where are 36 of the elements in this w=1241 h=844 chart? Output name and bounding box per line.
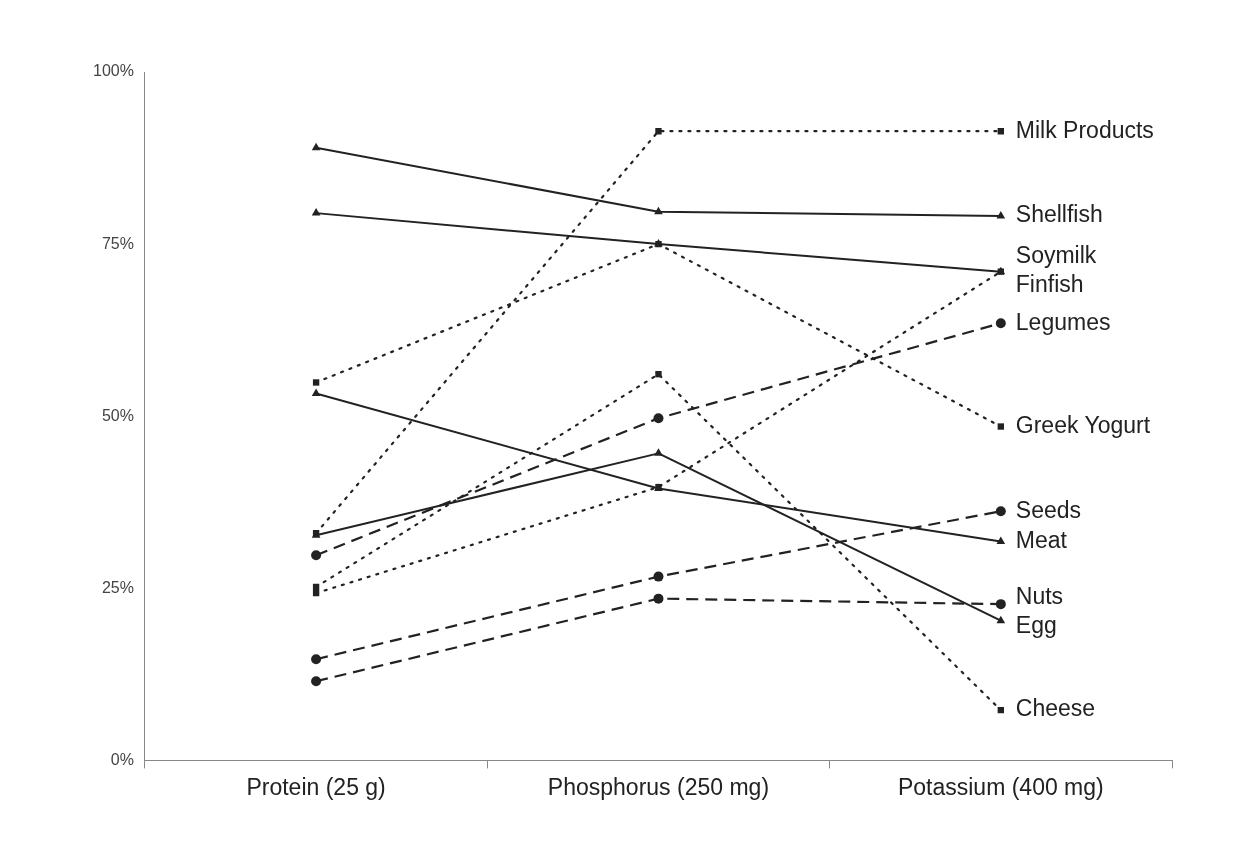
point [311, 550, 322, 561]
x-tick-label: Phosphorus (250 mg) [547, 773, 770, 800]
series-label: Soymilk [1015, 242, 1097, 269]
point [311, 208, 321, 216]
series-label: Cheese [1015, 695, 1096, 722]
point [312, 379, 320, 386]
series-label: Milk Products [1015, 116, 1154, 143]
point [654, 206, 663, 215]
point [311, 142, 321, 151]
y-tick-label: 0% [110, 750, 134, 768]
series-label: Meat [1015, 526, 1068, 553]
series-label: Seeds [1015, 496, 1082, 523]
point [653, 413, 664, 424]
series-label: Nuts [1015, 583, 1064, 610]
y-tick-label: 50% [101, 406, 134, 424]
point [653, 593, 664, 604]
series-label: Legumes [1015, 308, 1111, 335]
point [655, 128, 662, 135]
y-tick-label: 75% [101, 234, 134, 252]
x-tick-label: Protein (25 g) [246, 773, 386, 800]
point [995, 318, 1006, 329]
series-label: Finfish [1015, 271, 1084, 298]
x-tick-label: Potassium (400 mg) [897, 773, 1104, 800]
y-tick-label: 100% [93, 62, 134, 80]
point [311, 676, 322, 687]
point [995, 599, 1006, 610]
point [996, 210, 1006, 219]
point [997, 423, 1004, 430]
series-label: Shellfish [1015, 201, 1103, 228]
y-tick-label: 25% [101, 578, 134, 596]
point [653, 571, 664, 582]
point [311, 654, 322, 665]
series-label: Egg [1015, 612, 1057, 639]
point [995, 506, 1006, 517]
series-label: Greek Yogurt [1015, 411, 1151, 438]
point [655, 371, 662, 378]
